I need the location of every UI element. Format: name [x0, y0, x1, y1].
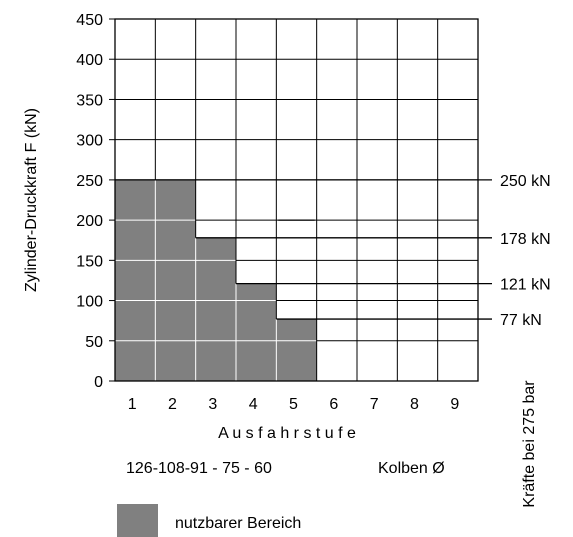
- y-tick-label: 400: [76, 52, 103, 69]
- bars: [115, 179, 317, 381]
- bar-stage-4: [236, 283, 277, 381]
- bar-stage-3: [195, 237, 236, 381]
- x-tick-labels: 1 2 3 4 5 6 7 8 9: [128, 396, 460, 413]
- force-lines: 250 kN 178 kN 121 kN 77 kN: [115, 173, 551, 329]
- x-tick-label: 2: [168, 396, 177, 413]
- y-tick-label: 100: [76, 294, 103, 311]
- force-line-label: 77 kN: [500, 312, 542, 329]
- x-tick-label: 5: [289, 396, 298, 413]
- piston-diameters: 126-108-91 - 75 - 60: [126, 460, 272, 477]
- y-tick-label: 250: [76, 173, 103, 190]
- plot-frame: [114, 18, 479, 382]
- bar-stage-5: [276, 319, 317, 381]
- x-tick-label: 6: [329, 396, 338, 413]
- force-line-label: 250 kN: [500, 173, 551, 190]
- y-tick-label: 50: [85, 334, 103, 351]
- x-tick-label: 7: [370, 396, 379, 413]
- y-tick-label: 200: [76, 213, 103, 230]
- x-axis-label: A u s f a h r s t u f e: [218, 425, 356, 442]
- y-tick-label: 450: [76, 12, 103, 29]
- y-tick-label: 350: [76, 92, 103, 109]
- bar-stage-1: [115, 179, 156, 381]
- force-line-label: 178 kN: [500, 231, 551, 248]
- legend-label: nutzbarer Bereich: [175, 515, 301, 532]
- right-axis-label: Kräfte bei 275 bar: [521, 380, 538, 508]
- x-tick-label: 3: [208, 396, 217, 413]
- y-tick-label: 0: [94, 374, 103, 391]
- x-tick-label: 9: [450, 396, 459, 413]
- y-axis-label: Zylinder-Druckkraft F (kN): [23, 108, 40, 292]
- bar-stage-2: [155, 179, 196, 381]
- y-tick-label: 150: [76, 253, 103, 270]
- legend-swatch: [117, 504, 158, 537]
- x-tick-label: 1: [128, 396, 137, 413]
- piston-label: Kolben Ø: [378, 460, 445, 477]
- force-line-label: 121 kN: [500, 277, 551, 294]
- y-tick-label: 300: [76, 133, 103, 150]
- x-tick-label: 8: [410, 396, 419, 413]
- y-tick-labels: 0 50 100 150 200 250 300 350 400 450: [76, 12, 115, 391]
- x-tick-label: 4: [249, 396, 258, 413]
